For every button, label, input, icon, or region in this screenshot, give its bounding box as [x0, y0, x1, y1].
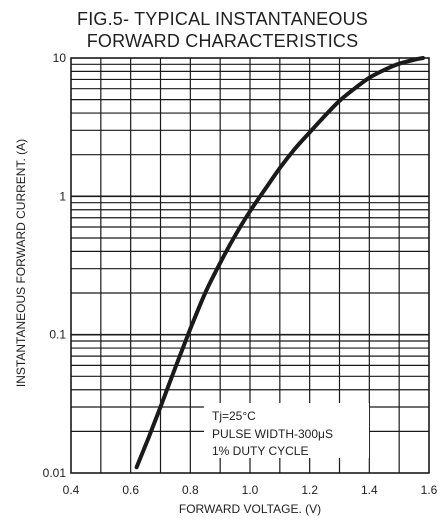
x-tick-label: 1.0: [242, 483, 259, 497]
y-tick-label: 1: [59, 189, 66, 203]
y-axis-label: INSTANTANEOUS FORWARD CURRENT. (A): [14, 139, 28, 387]
x-tick-label: 1.6: [421, 483, 438, 497]
x-tick-labels: 0.4 0.6 0.8 1.0 1.2 1.4 1.6: [63, 483, 438, 497]
x-tick-label: 1.2: [301, 483, 318, 497]
x-tick-label: 0.6: [122, 483, 139, 497]
y-tick-labels: 0.01 0.1 1 10: [43, 51, 67, 480]
annotation-pulse-width: PULSE WIDTH-300μS: [212, 427, 333, 441]
x-tick-label: 0.8: [182, 483, 199, 497]
x-tick-label: 1.4: [361, 483, 378, 497]
annotation-background: [204, 403, 369, 458]
y-tick-label: 10: [53, 51, 67, 65]
y-tick-label: 0.01: [43, 466, 67, 480]
annotation-box: Tj=25°C PULSE WIDTH-300μS 1% DUTY CYCLE: [204, 403, 369, 458]
x-axis-label: FORWARD VOLTAGE. (V): [179, 502, 321, 516]
chart-title-line-2: FORWARD CHARACTERISTICS: [86, 31, 359, 51]
series-line: [134, 56, 425, 470]
annotation-duty-cycle: 1% DUTY CYCLE: [212, 444, 308, 458]
chart-title-line-1: FIG.5- TYPICAL INSTANTANEOUS: [77, 9, 368, 29]
y-tick-label: 0.1: [49, 328, 66, 342]
x-tick-label: 0.4: [63, 483, 80, 497]
annotation-temperature: Tj=25°C: [212, 409, 256, 423]
